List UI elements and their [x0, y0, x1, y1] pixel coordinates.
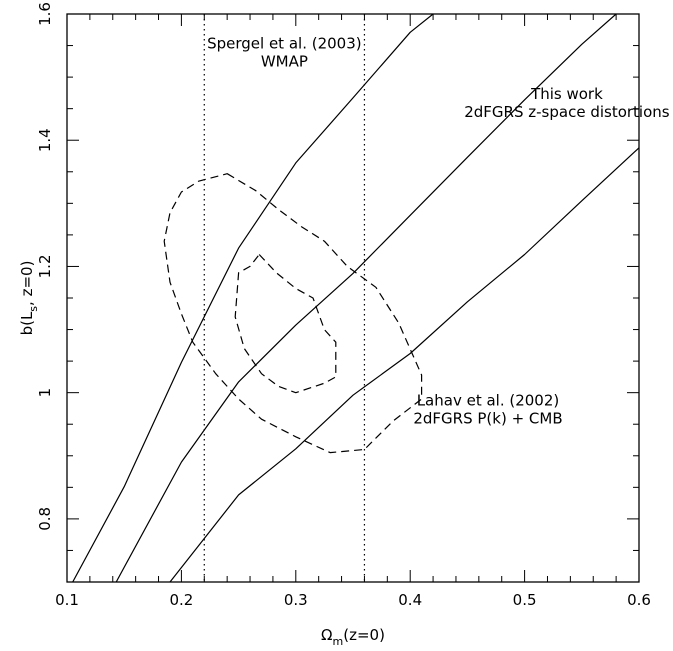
- confidence-contour-3: [163, 173, 423, 454]
- y-tick-label: 1.4: [36, 128, 54, 152]
- x-tick-label: 0.2: [169, 591, 193, 609]
- y-tick-label: 1: [36, 388, 54, 398]
- x-tick-label: 0.6: [627, 591, 651, 609]
- x-tick-label: 0.4: [398, 591, 422, 609]
- annotation-1-line-0: This work: [530, 85, 603, 103]
- x-tick-label: 0.1: [55, 591, 79, 609]
- tick-labels: 0.1 0.2 0.3 0.4 0.5 0.6 0.8 1 1.2 1.4 1.6: [36, 2, 651, 609]
- y-axis-title-tail: , z=0): [18, 261, 36, 306]
- y-tick-label: 0.8: [36, 507, 54, 531]
- x-axis-title-tail: (z=0): [343, 626, 385, 644]
- curves: [72, 14, 639, 582]
- vertical-lines: [203, 14, 366, 582]
- y-tick-label: 1.2: [36, 255, 54, 279]
- x-axis-title: Ωm(z=0): [321, 626, 385, 648]
- annotation-0-line-1: WMAP: [261, 53, 308, 71]
- bias-curve-1: [115, 14, 617, 582]
- bias-curve-0: [72, 14, 434, 582]
- ticks: [66, 13, 640, 583]
- annotation-2-line-1: 2dFGRS P(k) + CMB: [413, 409, 562, 427]
- bias-curve-2: [169, 147, 639, 582]
- y-tick-label: 1.6: [36, 2, 54, 26]
- x-axis-title-sub: m: [333, 635, 344, 648]
- confidence-contour-4: [234, 253, 337, 394]
- annotation-1-line-1: 2dFGRS z-space distortions: [464, 103, 670, 121]
- x-tick-label: 0.3: [284, 591, 308, 609]
- x-tick-label: 0.5: [513, 591, 537, 609]
- x-axis-title-main: Ω: [321, 626, 332, 644]
- annotation-0-line-0: Spergel et al. (2003): [207, 35, 362, 53]
- y-axis-title-pre: b(L: [18, 311, 36, 335]
- annotation-2-line-0: Lahav et al. (2002): [417, 391, 560, 409]
- y-axis-title: b(Ls, z=0): [18, 261, 40, 336]
- y-axis-title-sub: s: [27, 306, 40, 312]
